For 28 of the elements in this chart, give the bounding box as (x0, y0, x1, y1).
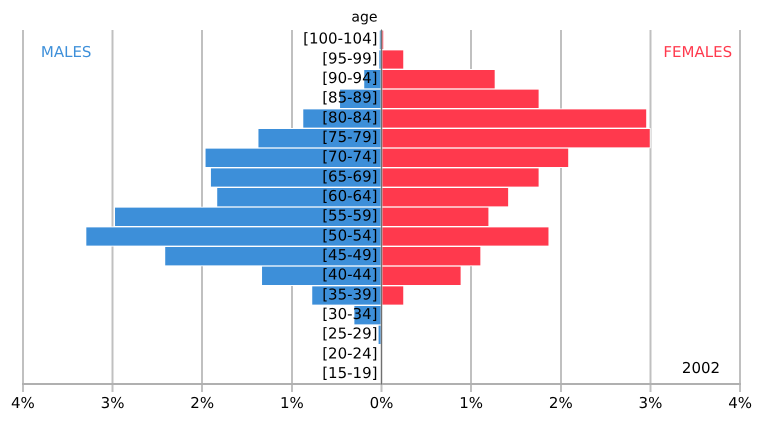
text: MALES (40, 42, 92, 61)
x-tick-label: 3% (100, 394, 124, 412)
x-tick-label: 4% (11, 394, 35, 412)
y-tick-label: [15-19] (322, 364, 378, 382)
y-tick-label: [35-39] (322, 285, 378, 304)
annotation: 2002 (682, 358, 720, 377)
y-tick-label: [25-29] (322, 324, 378, 343)
y-tick-label: [100-104] (303, 30, 378, 48)
y-tick-label: [95-99] (322, 49, 378, 68)
y-tick-label: [80-84] (322, 108, 378, 126)
y-axis-title: age (351, 10, 378, 26)
y-tick-label: [45-49] (322, 246, 378, 264)
y-tick-label: [50-54] (322, 226, 378, 244)
text: FEMALES (663, 42, 732, 61)
y-tick-label: [75-79] (322, 128, 378, 146)
y-tick-label: [60-64] (322, 187, 378, 206)
y-tick-label: [70-74] (322, 148, 378, 166)
y-tick-label: [20-24] (322, 344, 378, 362)
x-tick-label: 1% (280, 394, 304, 412)
y-tick-label: [55-59] (322, 206, 378, 225)
x-tick-label: 3% (638, 394, 662, 412)
x-tick-label: 2% (548, 394, 573, 412)
x-tick-label: 2% (190, 394, 214, 412)
y-tick-label: [65-69] (322, 167, 378, 186)
y-tick-label: [40-44] (322, 266, 378, 284)
x-tick-label: 0% (370, 394, 394, 412)
x-tick-label: 4% (728, 394, 752, 412)
x-tick-label: 1% (459, 394, 484, 412)
